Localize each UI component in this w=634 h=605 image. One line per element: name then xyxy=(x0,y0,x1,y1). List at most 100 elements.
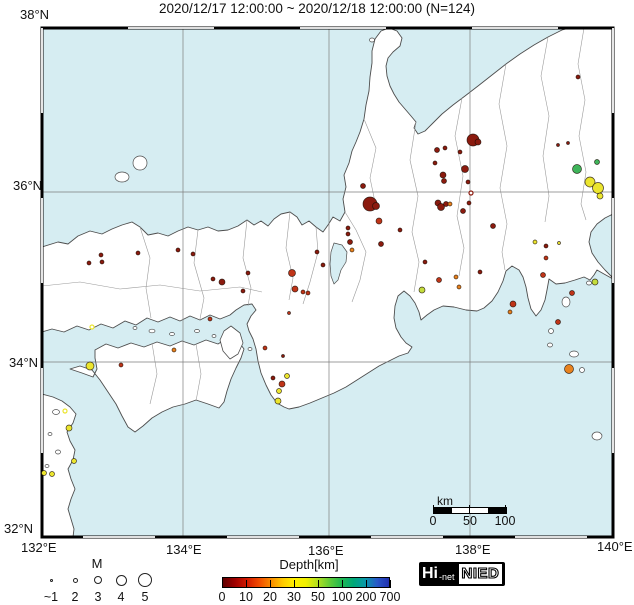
depth-legend-title: Depth[km] xyxy=(279,557,339,572)
quake-marker xyxy=(543,243,549,249)
scalebar-segment xyxy=(434,508,452,513)
scalebar-label-50: 50 xyxy=(463,514,477,528)
depth-scale-tick xyxy=(318,580,319,588)
hinet-nied-logo: Hi -net NIED xyxy=(419,562,506,586)
depth-scale-tick xyxy=(366,580,367,588)
magnitude-legend-label: 5 xyxy=(141,590,149,604)
quake-marker xyxy=(281,354,285,358)
quake-marker xyxy=(288,269,296,277)
quake-marker xyxy=(432,160,438,166)
depth-scale-label: 0 xyxy=(218,590,226,604)
magnitude-legend-label: 2 xyxy=(71,590,79,604)
graticule-lines xyxy=(42,28,613,537)
axis-label: 34°N xyxy=(9,355,39,370)
quake-marker xyxy=(49,471,55,477)
scalebar-unit: km xyxy=(437,494,453,508)
quake-marker xyxy=(591,278,599,286)
scalebar-segment xyxy=(470,508,488,513)
scalebar-label-100: 100 xyxy=(494,514,516,528)
axis-label: 136°E xyxy=(308,543,344,558)
quake-marker xyxy=(543,255,549,261)
quake-marker xyxy=(460,208,466,214)
quake-marker xyxy=(305,290,311,296)
quake-marker xyxy=(62,408,68,414)
depth-scale-label: 20 xyxy=(263,590,277,604)
quake-marker xyxy=(465,179,471,185)
quake-marker xyxy=(375,217,383,225)
depth-scale-tick xyxy=(294,580,295,588)
magnitude-legend-label: 3 xyxy=(94,590,102,604)
quake-marker xyxy=(447,201,453,207)
earthquake-markers xyxy=(41,74,604,477)
scalebar-tick xyxy=(505,505,506,514)
quake-marker xyxy=(436,277,442,283)
axis-label: 132°E xyxy=(21,540,57,555)
quake-marker xyxy=(592,182,604,194)
quake-marker xyxy=(347,239,353,245)
quake-marker xyxy=(555,319,561,325)
scalebar-segment xyxy=(452,508,470,513)
scalebar xyxy=(433,507,507,514)
quake-marker xyxy=(461,165,469,173)
quake-marker xyxy=(276,388,282,394)
quake-marker xyxy=(190,251,196,257)
quake-marker xyxy=(584,176,596,188)
quake-marker xyxy=(300,289,306,295)
quake-marker xyxy=(474,138,482,146)
quake-marker xyxy=(557,241,561,245)
axis-label: 36°N xyxy=(13,178,43,193)
quake-marker xyxy=(345,225,351,231)
quake-marker xyxy=(135,250,141,256)
quake-marker xyxy=(457,149,463,155)
magnitude-legend-circle xyxy=(49,578,53,582)
quake-marker xyxy=(564,364,574,374)
quake-marker xyxy=(490,223,496,229)
quake-marker xyxy=(441,178,447,184)
magnitude-legend-title: M xyxy=(91,556,103,571)
depth-scale-label: 10 xyxy=(239,590,253,604)
quake-marker xyxy=(262,345,268,351)
quake-marker xyxy=(314,249,320,255)
quake-marker xyxy=(98,252,104,258)
logo-nied-text: NIED xyxy=(458,564,503,584)
map-title: 2020/12/17 12:00:00 ~ 2020/12/18 12:00:0… xyxy=(158,1,476,16)
quake-marker xyxy=(240,288,246,294)
quake-marker xyxy=(210,276,216,282)
quake-marker xyxy=(118,362,124,368)
lake-biwa xyxy=(329,242,348,285)
depth-scale-tick xyxy=(390,580,391,588)
scalebar-segment xyxy=(488,508,506,513)
quake-marker xyxy=(442,145,448,151)
quake-marker xyxy=(575,74,581,80)
quake-marker xyxy=(207,316,213,322)
axis-label: 140°E xyxy=(597,539,633,554)
quake-marker xyxy=(278,380,286,388)
magnitude-legend-circle xyxy=(72,577,78,583)
depth-scale-label: 700 xyxy=(379,590,401,604)
quake-marker xyxy=(456,284,462,290)
logo-net-text: -net xyxy=(439,572,455,582)
depth-scale-label: 200 xyxy=(355,590,377,604)
depth-scale-label: 50 xyxy=(311,590,325,604)
quake-marker xyxy=(556,143,560,147)
quake-marker xyxy=(532,239,538,245)
depth-scale-tick xyxy=(342,580,343,588)
scalebar-label-0: 0 xyxy=(429,514,437,528)
quake-marker xyxy=(89,324,95,330)
quake-marker xyxy=(434,147,440,153)
quake-marker xyxy=(437,203,445,211)
axis-label: 32°N xyxy=(4,521,34,536)
axis-label: 138°E xyxy=(455,542,491,557)
quake-marker xyxy=(507,309,513,315)
quake-marker xyxy=(41,470,47,476)
depth-scale-tick xyxy=(270,580,271,588)
map-frame xyxy=(40,26,615,539)
axis-label: 134°E xyxy=(166,542,202,557)
quake-marker xyxy=(86,260,92,266)
magnitude-legend-circle xyxy=(138,573,152,587)
quake-marker xyxy=(320,262,326,268)
quake-marker xyxy=(345,231,351,237)
quake-marker xyxy=(287,311,291,315)
